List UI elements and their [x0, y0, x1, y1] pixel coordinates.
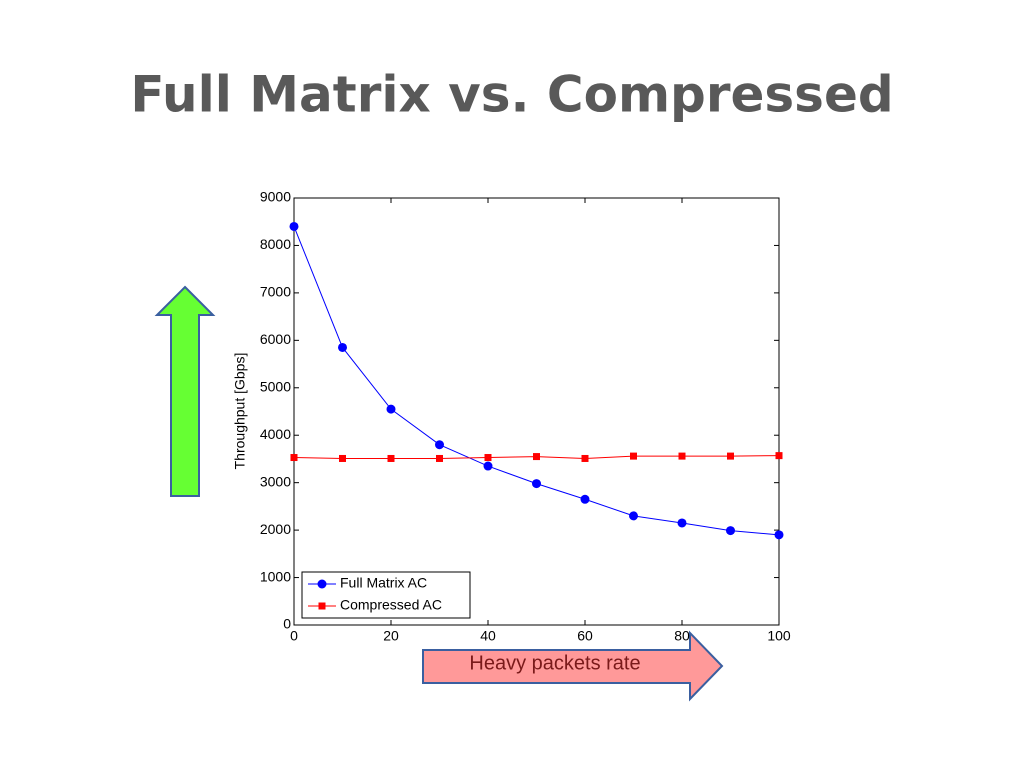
legend-marker [317, 579, 327, 589]
point [678, 452, 686, 460]
point [435, 440, 444, 450]
x-tick-label: 100 [767, 628, 791, 644]
point [338, 342, 347, 352]
y-tick-label: 0 [283, 616, 291, 632]
point [289, 221, 299, 231]
x-tick-label: 80 [674, 628, 690, 644]
up-arrow [154, 285, 216, 497]
point [774, 530, 784, 540]
annotation: Heavy packets rate [469, 652, 640, 674]
point [436, 454, 443, 462]
y-tick-label: 9000 [260, 189, 291, 205]
y-tick-label: 5000 [260, 378, 291, 394]
right-arrow [422, 630, 724, 702]
y-tick-label: 8000 [260, 236, 291, 252]
y-tick-label: 7000 [260, 284, 291, 300]
point [726, 526, 735, 536]
legend-box [301, 571, 471, 619]
point [629, 511, 638, 521]
y-tick-label: 3000 [260, 473, 291, 489]
y-tick-label: 4000 [260, 426, 291, 442]
point [532, 479, 541, 489]
y-axis-label: Throughput [Gbps] [232, 353, 248, 470]
legend-marker [318, 602, 326, 610]
point [386, 404, 396, 414]
x-tick-label: 20 [383, 628, 399, 644]
point [580, 494, 590, 504]
point [339, 454, 346, 462]
point [581, 454, 589, 462]
x-tick-label: 0 [290, 628, 298, 644]
y-tick-label: 1000 [260, 568, 291, 584]
point [533, 453, 540, 461]
y-tick-label: 2000 [260, 521, 291, 537]
point [387, 454, 395, 462]
x-tick-label: 40 [480, 628, 496, 644]
point [630, 452, 637, 460]
point [483, 461, 493, 471]
point [775, 452, 783, 460]
point [484, 454, 492, 462]
chart-title: Full Matrix vs. Compressed [130, 66, 893, 124]
legend-label: Full Matrix AC [340, 575, 427, 591]
legend-label: Compressed AC [340, 597, 442, 613]
y-tick-label: 6000 [260, 331, 291, 347]
point [677, 518, 687, 528]
plot-area [293, 197, 780, 626]
x-tick-label: 60 [577, 628, 593, 644]
point [290, 454, 298, 462]
point [727, 452, 734, 460]
